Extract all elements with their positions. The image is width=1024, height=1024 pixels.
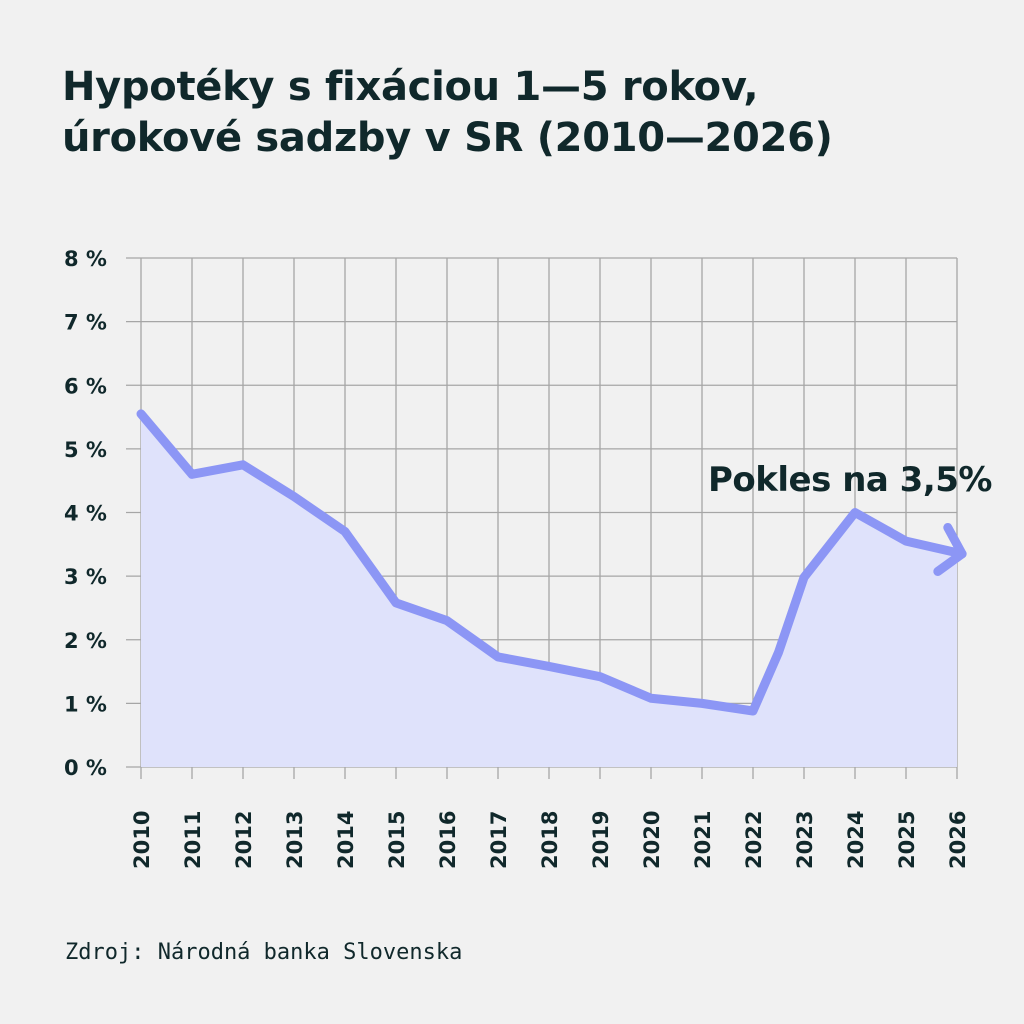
y-tick-label: 8 % bbox=[64, 247, 107, 271]
chart-title: Hypotéky s fixáciou 1—5 rokov, úrokové s… bbox=[62, 62, 962, 164]
y-tick-label: 7 % bbox=[64, 311, 107, 335]
annotation: Pokles na 3,5% bbox=[708, 460, 992, 500]
x-tick-label: 2023 bbox=[793, 811, 817, 869]
x-tick-label: 2017 bbox=[487, 811, 511, 869]
x-tick-label: 2012 bbox=[232, 811, 256, 869]
x-tick-label: 2013 bbox=[283, 811, 307, 869]
y-tick-label: 4 % bbox=[64, 502, 107, 526]
chart-title-line-1: Hypotéky s fixáciou 1—5 rokov, bbox=[62, 64, 759, 110]
x-tick-label: 2018 bbox=[538, 811, 562, 869]
y-tick-label: 5 % bbox=[64, 438, 107, 462]
x-tick-label: 2019 bbox=[589, 811, 613, 869]
source-note: Zdroj: Národná banka Slovenska bbox=[65, 940, 463, 965]
x-tick-label: 2026 bbox=[946, 811, 970, 869]
x-tick-label: 2022 bbox=[742, 811, 766, 869]
chart-title-line-2: úrokové sadzby v SR (2010—2026) bbox=[62, 114, 833, 161]
area-fill-shape bbox=[141, 413, 957, 767]
x-tick-label: 2015 bbox=[385, 811, 409, 869]
x-tick-label: 2021 bbox=[691, 811, 715, 869]
y-tick-label: 1 % bbox=[64, 692, 107, 716]
x-tick-label: 2014 bbox=[334, 811, 358, 869]
x-tick-label: 2020 bbox=[640, 811, 664, 869]
y-tick-label: 0 % bbox=[64, 756, 107, 780]
y-tick-label: 3 % bbox=[64, 565, 107, 589]
x-tick-label: 2016 bbox=[436, 811, 460, 869]
x-axis-labels: 2010 2011 2012 2013 2014 2015 2016 2017 2018 2019… bbox=[130, 811, 970, 869]
area-fill bbox=[141, 413, 957, 767]
y-axis-labels: 0 % 1 % 2 % 3 % 4 % 5 % 6 % 7 % 8 % bbox=[64, 247, 107, 780]
x-tick-label: 2025 bbox=[895, 811, 919, 869]
y-tick-label: 6 % bbox=[64, 374, 107, 398]
rate-line bbox=[136, 409, 967, 716]
annotation-label: Pokles na 3,5% bbox=[708, 460, 992, 500]
x-tick-label: 2011 bbox=[181, 811, 205, 869]
x-tick-label: 2010 bbox=[130, 811, 154, 869]
x-tick-label: 2024 bbox=[844, 811, 868, 869]
rate-line-path bbox=[136, 409, 967, 716]
y-tick-label: 2 % bbox=[64, 629, 107, 653]
